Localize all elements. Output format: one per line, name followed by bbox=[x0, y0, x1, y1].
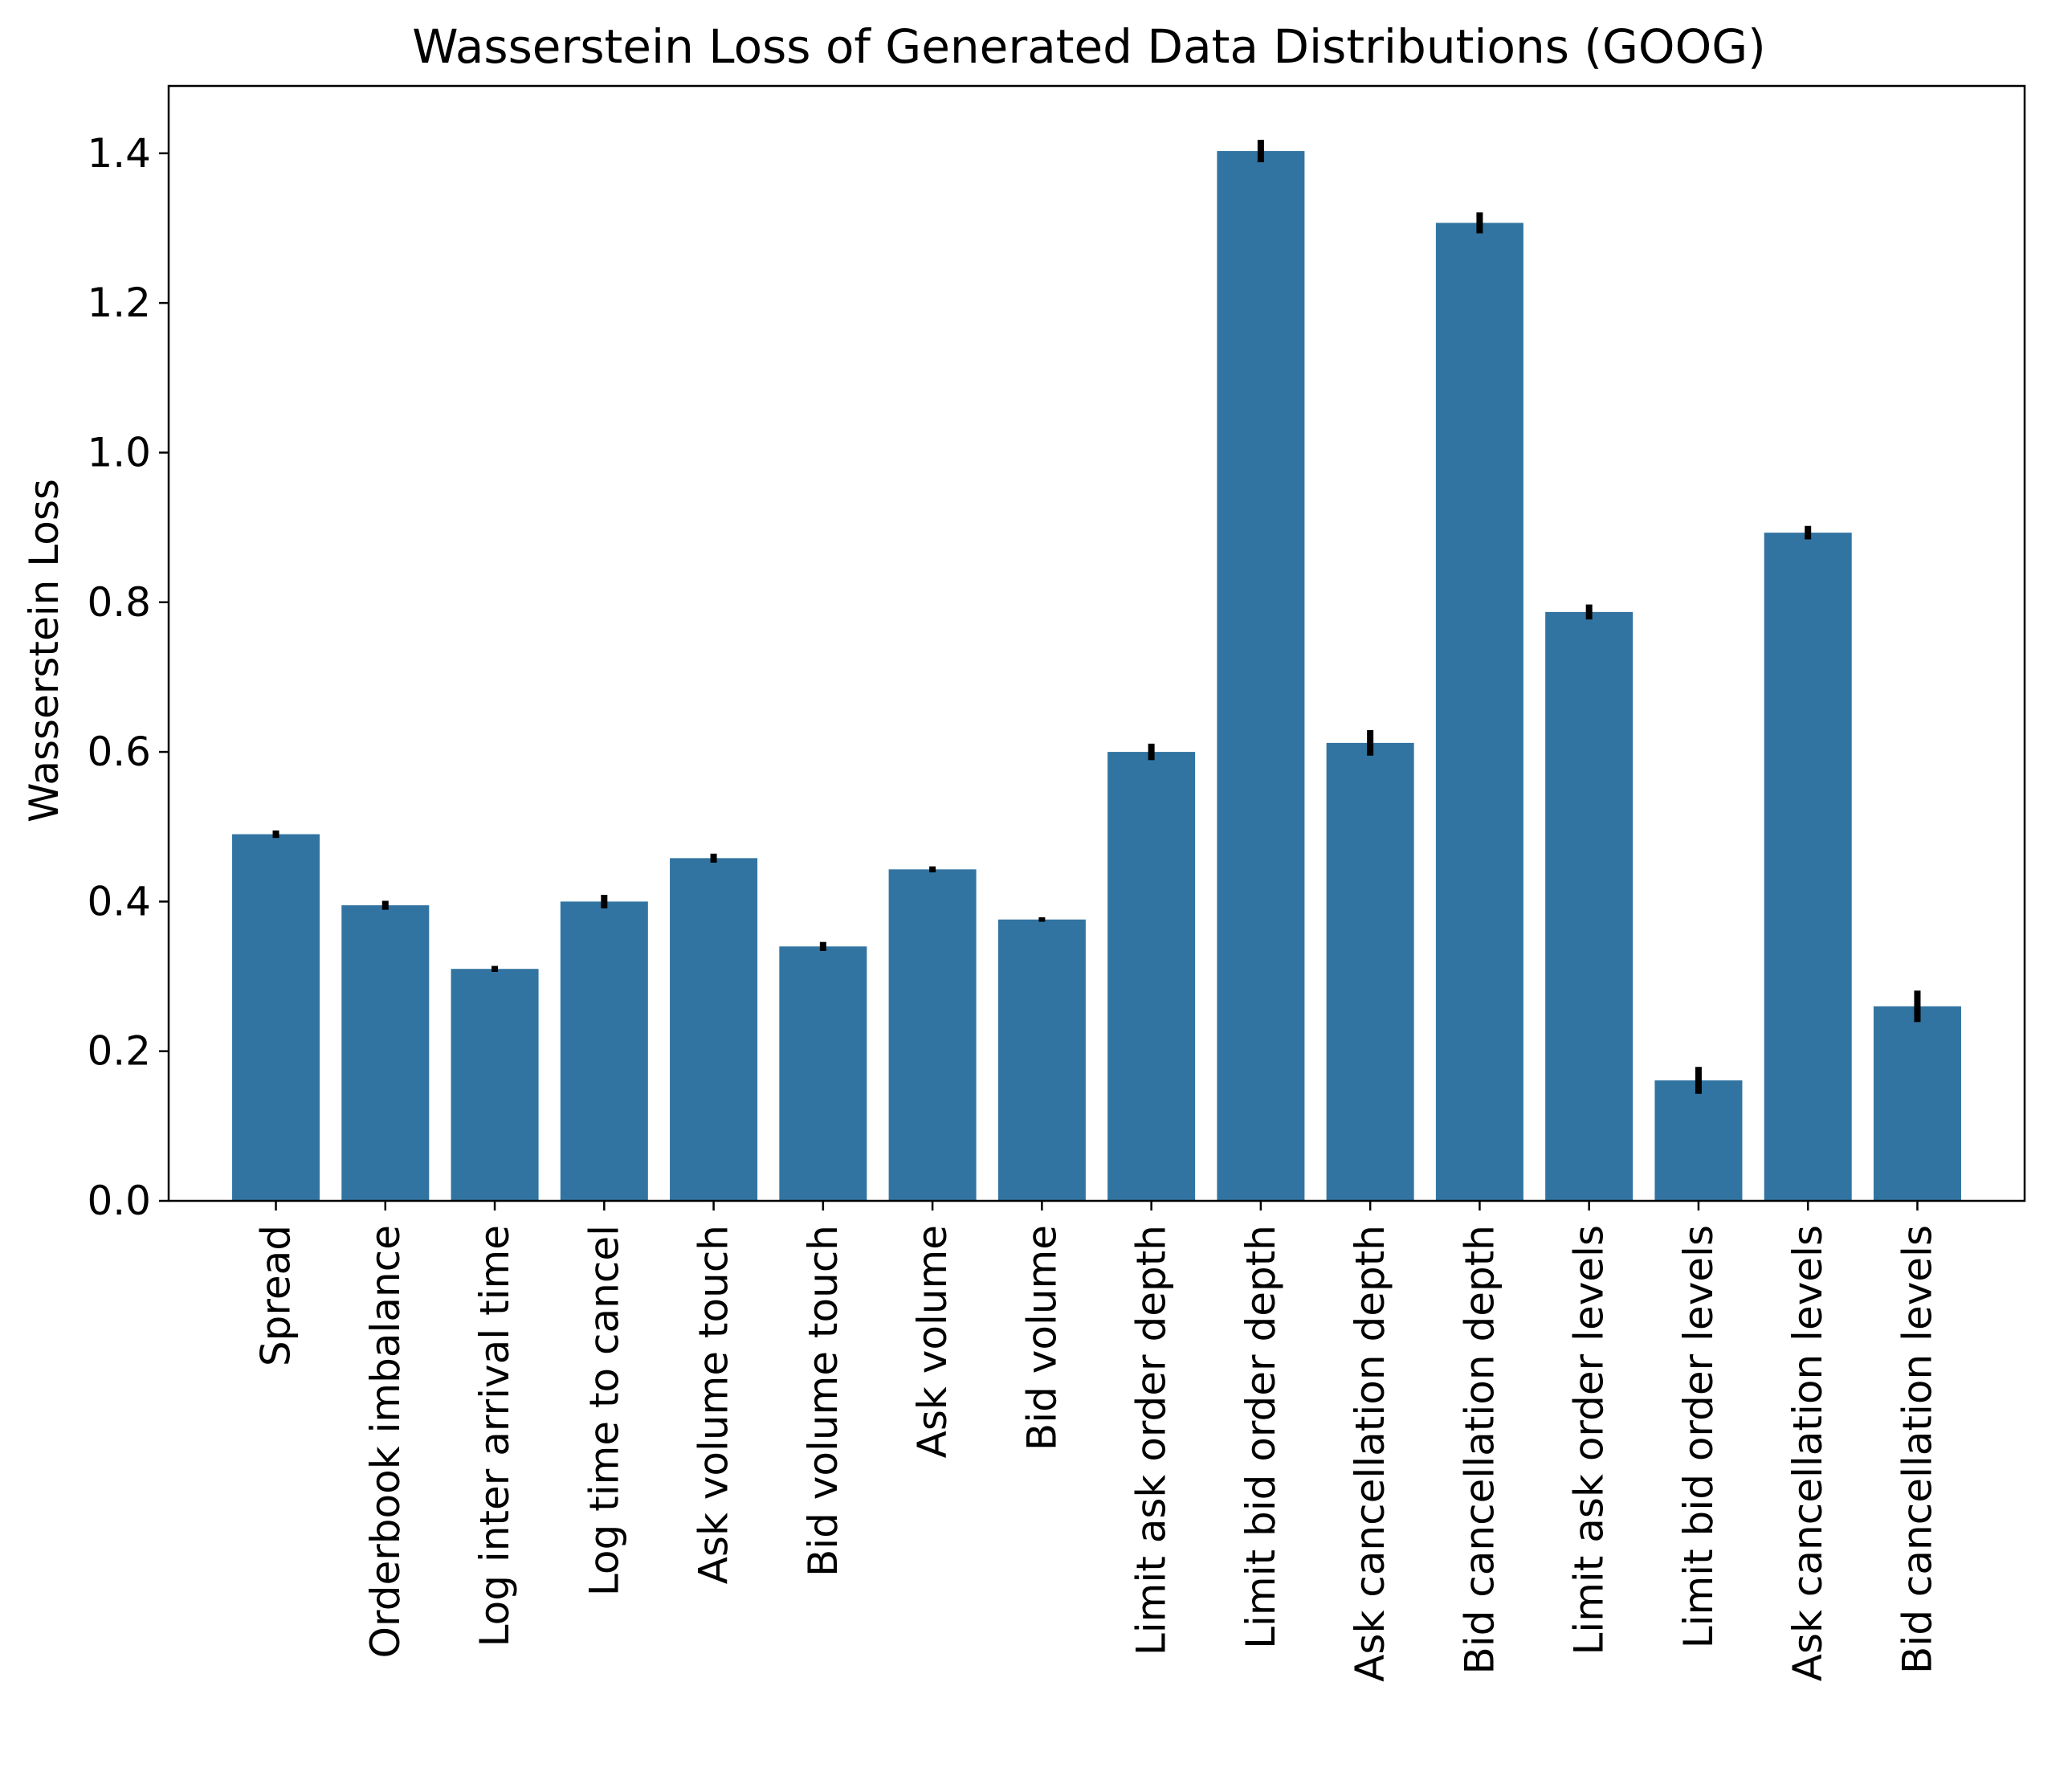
chart-title: Wasserstein Loss of Generated Data Distr… bbox=[412, 19, 1766, 74]
plot-frame bbox=[167, 84, 2026, 1202]
x-tick-label: Limit bid order levels bbox=[1675, 1225, 1722, 1648]
bar bbox=[1545, 611, 1634, 1201]
bar bbox=[670, 858, 758, 1201]
x-tick-label: Bid volume bbox=[1018, 1225, 1065, 1451]
y-axis-label: Wasserstein Loss bbox=[21, 479, 67, 823]
y-tick-label: 0.6 bbox=[87, 729, 151, 775]
y-tick-label: 0.0 bbox=[87, 1178, 151, 1224]
bar bbox=[997, 919, 1086, 1201]
x-tick-label: Ask cancellation levels bbox=[1784, 1225, 1831, 1681]
bar bbox=[1107, 752, 1196, 1201]
bar bbox=[341, 905, 430, 1201]
bar bbox=[560, 901, 648, 1201]
x-tick-label: Limit ask order levels bbox=[1566, 1225, 1613, 1655]
y-axis: 0.0 0.2 0.4 0.6 0.8 1.0 1.2 1.4 bbox=[87, 130, 169, 1224]
y-tick-label: 1.2 bbox=[87, 280, 151, 326]
x-tick-label: Ask cancellation depth bbox=[1347, 1225, 1393, 1682]
x-tick-label: Ask volume touch bbox=[691, 1225, 737, 1584]
bar bbox=[888, 869, 977, 1201]
x-tick-label: Log time to cancel bbox=[581, 1225, 627, 1596]
x-tick-label: Log inter arrival time bbox=[471, 1225, 518, 1647]
x-tick-label: Bid volume touch bbox=[800, 1225, 846, 1577]
error-bars-layer bbox=[272, 140, 1921, 1094]
y-tick-label: 0.4 bbox=[87, 878, 151, 925]
bars-layer bbox=[232, 151, 1961, 1202]
x-tick-label: Bid cancellation depth bbox=[1456, 1225, 1503, 1675]
bar bbox=[779, 946, 867, 1201]
bar bbox=[1217, 151, 1305, 1201]
bar bbox=[232, 834, 320, 1201]
y-tick-label: 0.2 bbox=[87, 1028, 151, 1075]
x-tick-label: Limit ask order depth bbox=[1128, 1225, 1175, 1655]
bar bbox=[1764, 533, 1852, 1201]
x-tick-label: Orderbook imbalance bbox=[362, 1225, 409, 1658]
x-tick-label: Ask volume bbox=[909, 1225, 956, 1458]
x-tick-label: Bid cancellation levels bbox=[1894, 1225, 1940, 1674]
x-tick-label: Spread bbox=[253, 1225, 300, 1366]
bar bbox=[1435, 222, 1523, 1202]
y-tick-label: 1.0 bbox=[87, 429, 151, 476]
y-tick-label: 1.4 bbox=[87, 130, 151, 177]
bar bbox=[1654, 1080, 1743, 1201]
y-tick-label: 0.8 bbox=[87, 579, 151, 626]
bar bbox=[1326, 742, 1414, 1201]
bar bbox=[451, 969, 539, 1201]
x-axis: Spread Orderbook imbalance Log inter arriv… bbox=[253, 1201, 1940, 1682]
bar bbox=[1873, 1006, 1961, 1201]
x-tick-label: Limit bid order depth bbox=[1238, 1225, 1284, 1649]
